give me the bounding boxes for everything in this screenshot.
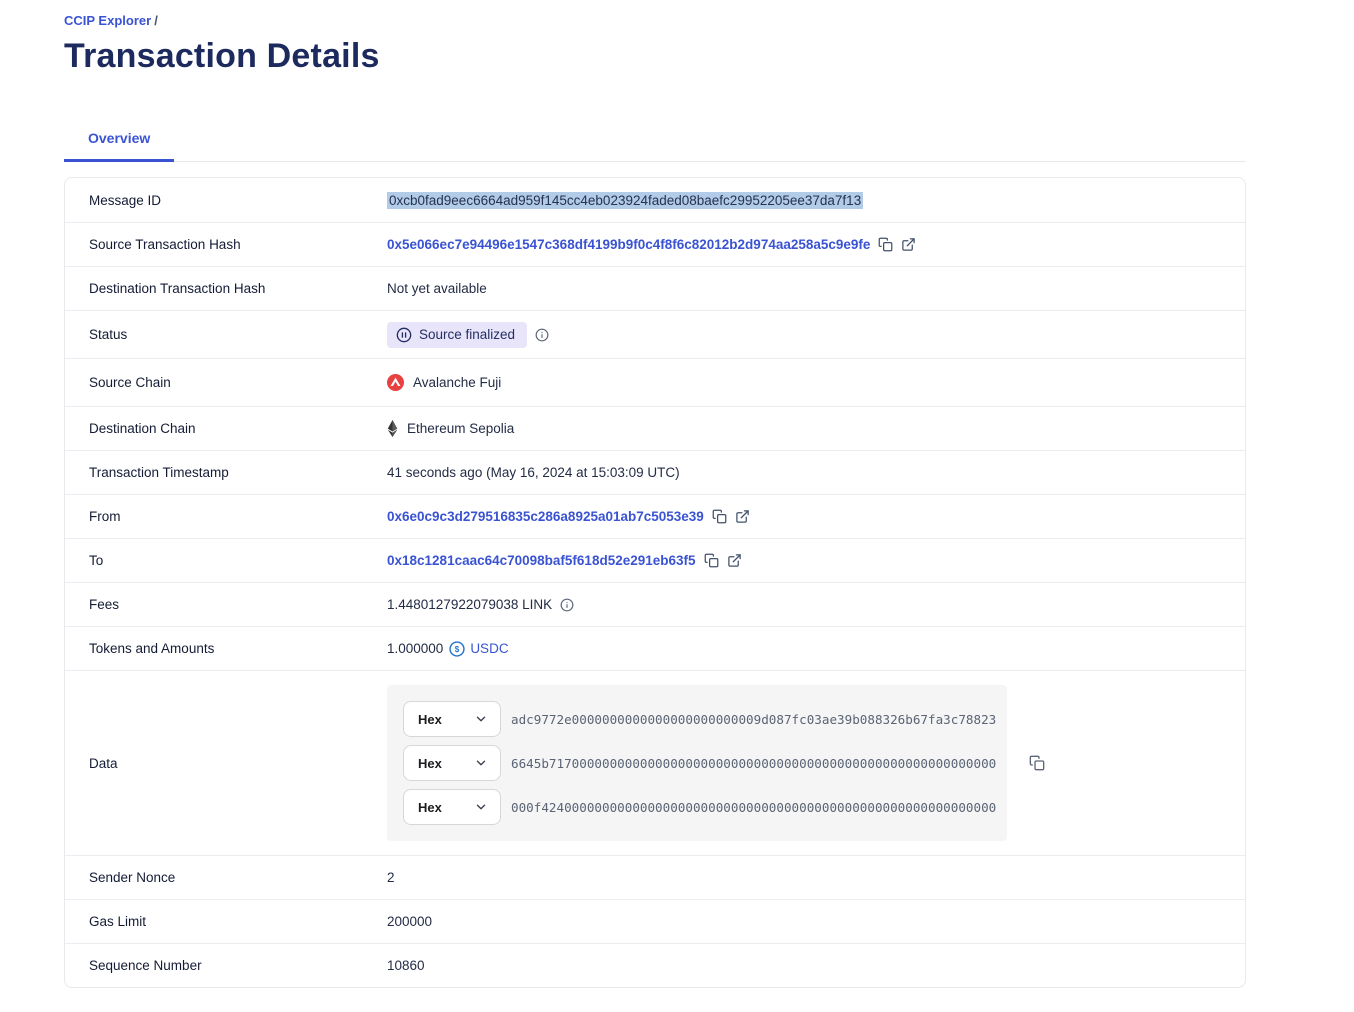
- tab-bar: Overview: [64, 120, 1246, 162]
- avalanche-logo-icon: [387, 374, 404, 391]
- data-format-select[interactable]: Hex: [403, 789, 501, 825]
- fees-label: Fees: [89, 597, 120, 612]
- data-label: Data: [89, 755, 118, 771]
- data-hex-line: 6645b71700000000000000000000000000000000…: [511, 755, 997, 771]
- copy-icon[interactable]: [878, 237, 893, 252]
- destination-chain-value: Ethereum Sepolia: [387, 420, 514, 437]
- data-format-select[interactable]: Hex: [403, 701, 501, 737]
- from-address-link[interactable]: 0x6e0c9c3d279516835c286a8925a01ab7c5053e…: [387, 509, 704, 524]
- data-format-value: Hex: [418, 799, 442, 815]
- data-line: Hex adc9772e0000000000000000000000009d08…: [403, 701, 996, 737]
- row-tokens-and-amounts: Tokens and Amounts 1.000000 $ USDC: [65, 626, 1245, 670]
- message-id-value: 0xcb0fad9eec6664ad959f145cc4eb023924fade…: [387, 191, 864, 209]
- token-amount: 1.000000: [387, 641, 444, 656]
- breadcrumb: CCIP Explorer /: [64, 13, 1246, 28]
- row-destination-transaction-hash: Destination Transaction Hash Not yet ava…: [65, 266, 1245, 310]
- chevron-down-icon: [474, 800, 488, 814]
- status-info-icon[interactable]: [535, 328, 549, 342]
- row-fees: Fees 1.4480127922079038 LINK: [65, 582, 1245, 626]
- breadcrumb-ccip-explorer-link[interactable]: CCIP Explorer: [64, 13, 152, 28]
- row-transaction-timestamp: Transaction Timestamp 41 seconds ago (Ma…: [65, 450, 1245, 494]
- to-label: To: [89, 553, 104, 568]
- tab-overview[interactable]: Overview: [64, 120, 175, 162]
- chevron-down-icon: [474, 756, 488, 770]
- message-id-label: Message ID: [89, 192, 162, 208]
- row-source-transaction-hash: Source Transaction Hash 0x5e066ec7e94496…: [65, 222, 1245, 266]
- breadcrumb-separator: /: [154, 13, 158, 28]
- external-link-icon[interactable]: [901, 237, 916, 252]
- sequence-number-value: 10860: [387, 958, 425, 973]
- destination-chain-name: Ethereum Sepolia: [407, 421, 515, 436]
- row-sequence-number: Sequence Number 10860: [65, 943, 1245, 987]
- external-link-icon[interactable]: [727, 553, 742, 568]
- external-link-icon[interactable]: [735, 509, 750, 524]
- sender-nonce-label: Sender Nonce: [89, 870, 176, 885]
- copy-icon[interactable]: [712, 509, 727, 524]
- sequence-number-label: Sequence Number: [89, 958, 202, 973]
- page-title: Transaction Details: [64, 37, 380, 75]
- status-badge: Source finalized: [387, 321, 528, 348]
- from-label: From: [89, 509, 121, 524]
- fees-info-icon[interactable]: [560, 598, 574, 612]
- data-line: Hex 000f42400000000000000000000000000000…: [403, 789, 996, 825]
- usdc-logo-icon: $: [449, 640, 465, 657]
- source-transaction-hash-link[interactable]: 0x5e066ec7e94496e1547c368df4199b9f0c4f8f…: [387, 237, 871, 252]
- data-format-value: Hex: [418, 755, 442, 771]
- row-from: From 0x6e0c9c3d279516835c286a8925a01ab7c…: [65, 494, 1245, 538]
- row-destination-chain: Destination Chain Ethereum Sepolia: [65, 406, 1245, 450]
- row-source-chain: Source Chain Avalanche Fuji: [65, 358, 1245, 406]
- status-label: Status: [89, 327, 128, 342]
- chevron-down-icon: [474, 712, 488, 726]
- token-symbol: USDC: [470, 641, 509, 656]
- row-status: Status Source finalized: [65, 310, 1245, 358]
- copy-icon[interactable]: [704, 553, 719, 568]
- source-chain-label: Source Chain: [89, 375, 171, 390]
- gas-limit-value: 200000: [387, 914, 433, 929]
- fees-value: 1.4480127922079038 LINK: [387, 597, 553, 612]
- data-format-select[interactable]: Hex: [403, 745, 501, 781]
- source-transaction-hash-label: Source Transaction Hash: [89, 237, 241, 252]
- data-hex-line: 000f424000000000000000000000000000000000…: [511, 799, 997, 815]
- ethereum-logo-icon: [387, 420, 398, 437]
- svg-text:$: $: [455, 644, 460, 653]
- token-link[interactable]: $ USDC: [449, 640, 509, 657]
- row-gas-limit: Gas Limit 200000: [65, 899, 1245, 943]
- data-hex-line: adc9772e0000000000000000000000009d087fc0…: [511, 711, 997, 727]
- transaction-timestamp-value: 41 seconds ago (May 16, 2024 at 15:03:09…: [387, 465, 680, 480]
- row-sender-nonce: Sender Nonce 2: [65, 855, 1245, 899]
- row-to: To 0x18c1281caac64c70098baf5f618d52e291e…: [65, 538, 1245, 582]
- copy-data-icon[interactable]: [1029, 755, 1045, 771]
- tokens-and-amounts-label: Tokens and Amounts: [89, 641, 215, 656]
- source-chain-name: Avalanche Fuji: [413, 375, 502, 390]
- gas-limit-label: Gas Limit: [89, 914, 147, 929]
- data-format-value: Hex: [418, 711, 442, 727]
- row-message-id: Message ID 0xcb0fad9eec6664ad959f145cc4e…: [65, 178, 1245, 222]
- to-address-link[interactable]: 0x18c1281caac64c70098baf5f618d52e291eb63…: [387, 553, 696, 568]
- transaction-details-card: Message ID 0xcb0fad9eec6664ad959f145cc4e…: [64, 177, 1246, 988]
- row-data: Data Hex adc9772e00000000000000000000000…: [65, 670, 1245, 855]
- transaction-timestamp-label: Transaction Timestamp: [89, 465, 229, 480]
- destination-transaction-hash-label: Destination Transaction Hash: [89, 281, 266, 296]
- data-hex-box: Hex adc9772e0000000000000000000000009d08…: [387, 685, 1007, 841]
- destination-chain-label: Destination Chain: [89, 421, 196, 436]
- pause-circle-icon: [396, 327, 412, 343]
- destination-transaction-hash-value: Not yet available: [387, 281, 487, 296]
- status-badge-text: Source finalized: [419, 327, 516, 342]
- token-amount-value: 1.000000 $ USDC: [387, 640, 509, 657]
- source-chain-value: Avalanche Fuji: [387, 374, 501, 391]
- data-line: Hex 6645b7170000000000000000000000000000…: [403, 745, 996, 781]
- sender-nonce-value: 2: [387, 870, 395, 885]
- page: CCIP Explorer / Transaction Details Overv…: [64, 13, 1246, 988]
